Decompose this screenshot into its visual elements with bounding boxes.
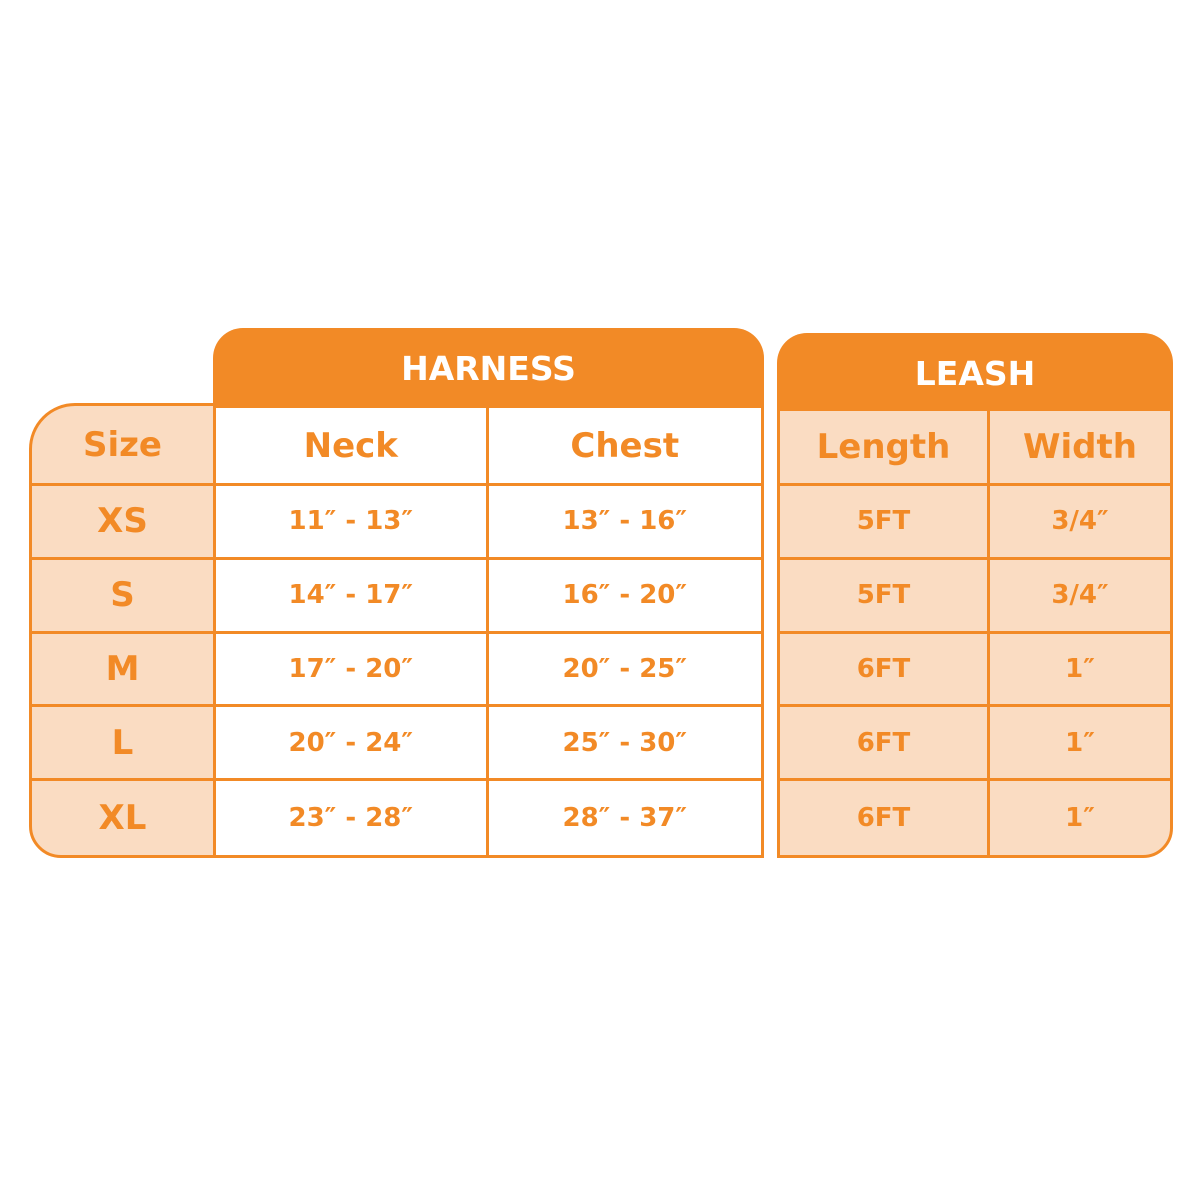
leash-title: LEASH — [914, 353, 1036, 393]
size-label: S — [32, 560, 213, 634]
harness-cell: 13″ - 16″ — [488, 486, 761, 560]
leash-cell: 1″ — [1065, 803, 1095, 834]
leash-cell: 5FT — [780, 559, 990, 634]
leash-cell: 5FT — [780, 486, 990, 560]
harness-cell: 14″ - 17″ — [216, 559, 489, 634]
size-label: XS — [32, 486, 213, 560]
harness-column-header: Neck — [216, 408, 489, 486]
harness-table: Neck Chest 11″ - 13″ 13″ - 16″ 14″ - 17″ 16″ … — [213, 405, 764, 858]
harness-cell: 16″ - 20″ — [488, 560, 761, 634]
harness-cell: 20″ - 25″ — [488, 634, 761, 708]
harness-cell: 25″ - 30″ — [488, 707, 761, 782]
size-label: XL — [98, 798, 147, 839]
size-column-header: Size — [32, 406, 213, 486]
harness-column-header: Chest — [488, 408, 761, 486]
leash-cell: 3/4″ — [990, 560, 1170, 634]
size-label: L — [32, 707, 213, 782]
harness-cell: 23″ - 28″ — [216, 781, 489, 855]
harness-cell: 20″ - 24″ — [216, 707, 489, 782]
leash-column-header: Length — [780, 411, 990, 486]
harness-header: HARNESS — [213, 328, 764, 408]
harness-cell: 28″ - 37″ — [562, 803, 688, 834]
size-column: Size XS S M L XL — [29, 403, 216, 858]
harness-cell: 11″ - 13″ — [216, 486, 489, 560]
leash-cell: 1″ — [990, 707, 1170, 782]
leash-cell: 6FT — [780, 633, 990, 708]
harness-title: HARNESS — [401, 348, 576, 388]
leash-cell: 3/4″ — [990, 486, 1170, 560]
leash-table: Length Width 5FT 3/4″ 5FT 3/4″ 6FT 1″ 6FT 1″ 6FT 1″ — [777, 408, 1173, 858]
leash-cell: 6FT — [780, 707, 990, 782]
leash-header: LEASH — [777, 333, 1173, 413]
leash-cell: 1″ — [990, 634, 1170, 708]
harness-cell: 17″ - 20″ — [216, 633, 489, 708]
leash-cell: 6FT — [780, 781, 990, 855]
size-label: M — [32, 634, 213, 708]
leash-column-header: Width — [990, 411, 1170, 486]
